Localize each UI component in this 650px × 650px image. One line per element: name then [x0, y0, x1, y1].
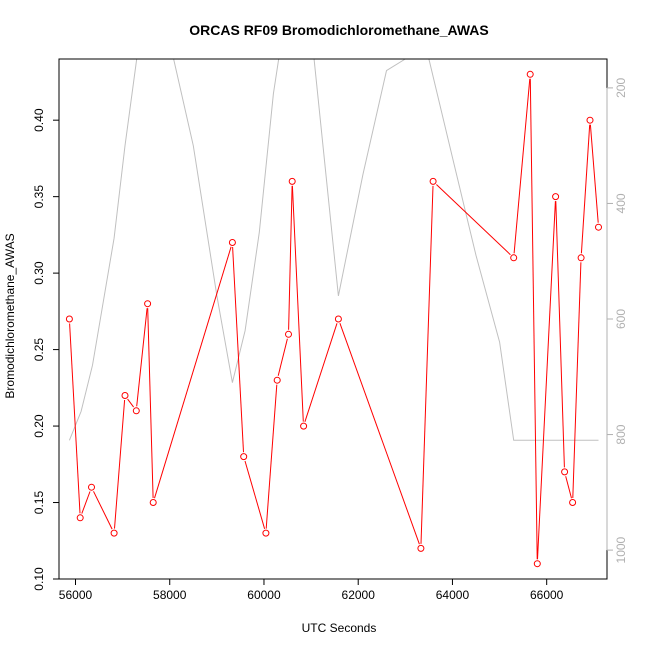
secondary-series-layer — [68, 59, 599, 441]
series-segment — [81, 491, 91, 514]
data-point — [228, 239, 236, 246]
x-tick-label: 56000 — [59, 588, 93, 602]
series-segment — [277, 338, 288, 376]
series-segment — [136, 308, 148, 407]
data-point — [132, 407, 140, 415]
x-tick-label: 58000 — [153, 588, 187, 602]
series-segment — [572, 262, 582, 499]
series-segment — [93, 491, 113, 530]
data-point — [552, 193, 560, 201]
data-point — [144, 300, 152, 308]
right-axis: 200 400 600 800 1000 — [606, 78, 628, 563]
series-segment — [339, 323, 420, 545]
series-segment — [288, 185, 293, 330]
y-tick-label: 0.20 — [32, 414, 46, 438]
x-axis-label: UTC Seconds — [302, 621, 377, 635]
data-point — [569, 499, 577, 506]
series-segment — [420, 185, 434, 544]
series-segment — [580, 124, 591, 254]
series-segment — [265, 384, 278, 529]
secondary-series-line — [68, 59, 599, 441]
y-tick-label: 0.35 — [32, 185, 46, 209]
series-segment — [529, 78, 538, 560]
data-point — [577, 254, 585, 262]
data-point — [65, 315, 73, 323]
series-segment — [304, 323, 338, 422]
y-tick-label: 0.30 — [32, 261, 46, 285]
series-segment — [436, 184, 511, 256]
data-point — [300, 422, 308, 430]
right-axis-tick-label: 1000 — [614, 536, 628, 563]
y-tick-label: 0.15 — [32, 491, 46, 515]
right-axis-tick-label: 400 — [614, 193, 628, 213]
series-segment — [154, 246, 232, 499]
x-tick-label: 64000 — [436, 588, 470, 602]
series-segment — [127, 398, 135, 408]
series-segment — [69, 323, 81, 514]
data-point — [88, 483, 95, 491]
x-tick-label: 62000 — [342, 588, 376, 602]
series-segment — [589, 124, 599, 223]
series-segment — [565, 476, 572, 499]
x-axis: 56000 58000 60000 62000 64000 66000 — [59, 578, 564, 602]
data-point — [595, 223, 602, 231]
data-point — [561, 468, 569, 476]
y-axis-label: Bromodichloromethane_AWAS — [3, 233, 17, 398]
right-axis-tick-label: 200 — [614, 78, 628, 98]
series-segment — [555, 201, 565, 468]
data-point — [429, 177, 437, 185]
data-point — [76, 514, 84, 522]
data-point — [334, 315, 342, 323]
data-point — [149, 499, 157, 506]
data-point — [510, 254, 518, 262]
y-axis: 0.10 0.15 0.20 0.25 0.30 0.35 0.40 — [32, 108, 60, 591]
primary-series-layer — [65, 70, 602, 568]
data-point — [262, 529, 270, 537]
data-point — [586, 116, 594, 124]
data-point — [533, 560, 541, 568]
series-segment — [114, 399, 126, 529]
right-axis-tick-label: 600 — [614, 309, 628, 329]
y-tick-label: 0.25 — [32, 338, 46, 362]
data-point — [285, 330, 292, 338]
chart-title: ORCAS RF09 Bromodichloromethane_AWAS — [189, 22, 489, 38]
data-point — [273, 376, 281, 384]
data-point — [110, 529, 118, 537]
data-point — [288, 177, 296, 185]
y-tick-label: 0.40 — [32, 108, 46, 132]
data-point — [121, 392, 129, 399]
x-tick-label: 66000 — [530, 588, 564, 602]
data-point — [526, 70, 534, 78]
series-segment — [513, 78, 531, 254]
series-segment — [244, 460, 266, 529]
series-segment — [537, 201, 556, 560]
y-tick-label: 0.10 — [32, 567, 46, 591]
right-axis-tick-label: 800 — [614, 424, 628, 444]
data-point — [240, 453, 248, 461]
data-point — [417, 544, 425, 552]
series-segment — [147, 308, 154, 499]
series-segment — [291, 185, 304, 422]
x-tick-label: 60000 — [247, 588, 281, 602]
series-segment — [232, 246, 244, 453]
